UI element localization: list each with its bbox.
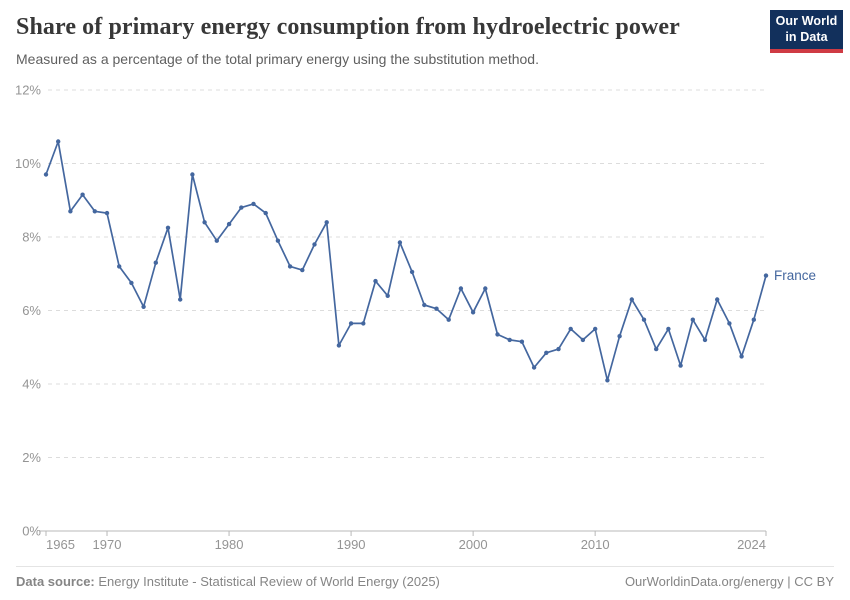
data-point-marker[interactable] — [373, 278, 378, 284]
data-point-marker[interactable] — [409, 269, 415, 275]
x-tick-label: 1980 — [215, 537, 244, 552]
data-point-marker[interactable] — [202, 220, 207, 225]
data-point-marker[interactable] — [141, 304, 146, 309]
data-point-marker[interactable] — [519, 339, 525, 344]
data-point-marker[interactable] — [312, 242, 317, 247]
y-tick-label: 10% — [15, 156, 41, 171]
data-point-marker[interactable] — [92, 209, 98, 214]
series-end-label: France — [774, 268, 816, 283]
data-point-marker[interactable] — [702, 337, 708, 343]
data-source-label: Data source: — [16, 574, 95, 589]
data-point-marker[interactable] — [300, 267, 305, 273]
x-tick-label: 2010 — [581, 537, 610, 552]
data-point-marker[interactable] — [568, 326, 573, 332]
data-point-marker[interactable] — [446, 317, 451, 322]
data-source: Data source: Energy Institute - Statisti… — [16, 574, 440, 589]
x-tick-label: 1990 — [337, 537, 366, 552]
data-point-marker[interactable] — [239, 205, 244, 210]
data-point-marker[interactable] — [117, 264, 122, 269]
data-point-marker[interactable] — [727, 321, 732, 326]
data-point-marker[interactable] — [397, 240, 403, 245]
data-point-marker[interactable] — [348, 321, 354, 326]
data-point-marker[interactable] — [80, 192, 85, 197]
owid-logo-line2: in Data — [785, 29, 828, 44]
x-tick-label: 1965 — [46, 537, 75, 552]
chart-title: Share of primary energy consumption from… — [16, 14, 680, 40]
data-point-marker[interactable] — [763, 273, 769, 278]
data-point-marker[interactable] — [666, 326, 671, 332]
data-point-marker[interactable] — [422, 302, 427, 308]
data-point-marker[interactable] — [690, 317, 695, 322]
y-tick-label: 0% — [22, 524, 41, 539]
data-point-marker[interactable] — [104, 210, 110, 216]
chart-footer: Data source: Energy Institute - Statisti… — [16, 566, 834, 589]
x-tick-label: 2000 — [459, 537, 488, 552]
data-point-marker[interactable] — [580, 337, 586, 343]
y-tick-label: 8% — [22, 230, 41, 245]
data-point-marker[interactable] — [68, 209, 73, 214]
data-point-marker[interactable] — [385, 293, 390, 298]
y-tick-label: 4% — [22, 377, 41, 392]
data-point-marker[interactable] — [470, 310, 476, 315]
data-point-marker[interactable] — [531, 365, 537, 370]
data-point-marker[interactable] — [324, 220, 329, 225]
owid-logo-line1: Our World — [775, 14, 838, 29]
data-point-marker[interactable] — [507, 337, 512, 343]
data-point-marker[interactable] — [715, 297, 720, 302]
data-point-marker[interactable] — [751, 317, 756, 322]
data-point-marker[interactable] — [153, 260, 158, 265]
chart-subtitle: Measured as a percentage of the total pr… — [16, 51, 539, 67]
series-line-france[interactable] — [45, 140, 767, 382]
owid-logo[interactable]: Our World in Data — [770, 10, 843, 53]
data-point-marker[interactable] — [336, 343, 342, 348]
data-point-marker[interactable] — [251, 201, 256, 207]
data-point-marker[interactable] — [263, 210, 268, 216]
data-point-marker[interactable] — [617, 334, 622, 339]
data-point-marker[interactable] — [483, 286, 488, 291]
data-point-marker[interactable] — [56, 139, 61, 144]
data-point-marker[interactable] — [361, 321, 366, 326]
data-source-text: Energy Institute - Statistical Review of… — [94, 574, 440, 589]
data-point-marker[interactable] — [43, 172, 49, 177]
data-point-marker[interactable] — [739, 354, 744, 359]
x-tick-label: 1970 — [93, 537, 122, 552]
data-point-marker[interactable] — [190, 172, 195, 177]
data-point-marker[interactable] — [214, 238, 219, 243]
data-point-marker[interactable] — [654, 346, 659, 352]
y-tick-label: 2% — [22, 450, 41, 465]
data-point-marker[interactable] — [556, 346, 561, 352]
data-point-marker[interactable] — [129, 280, 134, 286]
attribution-link[interactable]: OurWorldinData.org/energy | CC BY — [624, 574, 834, 589]
data-point-marker[interactable] — [593, 326, 598, 332]
y-tick-label: 12% — [15, 83, 41, 98]
data-point-marker[interactable] — [178, 297, 183, 302]
x-tick-label: 2024 — [737, 537, 766, 552]
data-point-marker[interactable] — [458, 286, 464, 291]
data-point-marker[interactable] — [678, 363, 683, 368]
data-point-marker[interactable] — [226, 221, 232, 227]
data-point-marker[interactable] — [544, 350, 549, 355]
data-point-marker[interactable] — [605, 378, 610, 383]
data-point-marker[interactable] — [434, 306, 439, 311]
data-point-marker[interactable] — [629, 297, 634, 302]
y-tick-label: 6% — [22, 303, 41, 318]
data-point-marker[interactable] — [165, 225, 171, 230]
data-point-marker[interactable] — [287, 264, 293, 269]
data-point-marker[interactable] — [275, 238, 281, 243]
data-point-marker[interactable] — [641, 317, 647, 322]
data-point-marker[interactable] — [495, 332, 500, 337]
